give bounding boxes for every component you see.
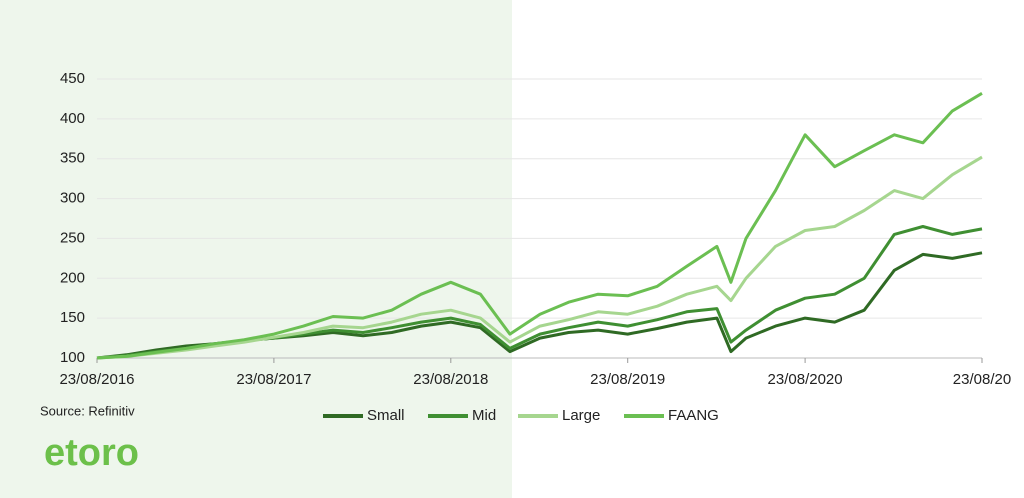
- shaded-background: [0, 0, 512, 498]
- y-tick-label: 300: [60, 190, 85, 207]
- legend-label: Small: [367, 407, 405, 424]
- series-line: [96, 155, 983, 360]
- legend-label: FAANG: [668, 407, 719, 424]
- logo: etoro: [44, 432, 139, 474]
- legend-label: Large: [562, 407, 600, 424]
- source-note: Source: Refinitiv: [40, 403, 135, 418]
- x-tick-label: 23/08/2016: [59, 371, 134, 388]
- y-tick-label: 250: [60, 229, 85, 246]
- x-tick-label: 23/08/2017: [236, 371, 311, 388]
- y-tick-label: 200: [60, 269, 85, 286]
- x-tick-label: 23/08/2020: [768, 371, 843, 388]
- x-tick-label: 23/08/2019: [590, 371, 665, 388]
- legend-label: Mid: [472, 407, 496, 424]
- series-line: [96, 92, 983, 360]
- y-tick-label: 350: [60, 150, 85, 167]
- x-tick-label: 23/08/20: [953, 371, 1011, 388]
- y-tick-label: 100: [60, 349, 85, 366]
- y-tick-label: 450: [60, 70, 85, 87]
- x-tick-label: 23/08/2018: [413, 371, 488, 388]
- y-tick-label: 150: [60, 309, 85, 326]
- y-tick-label: 400: [60, 110, 85, 127]
